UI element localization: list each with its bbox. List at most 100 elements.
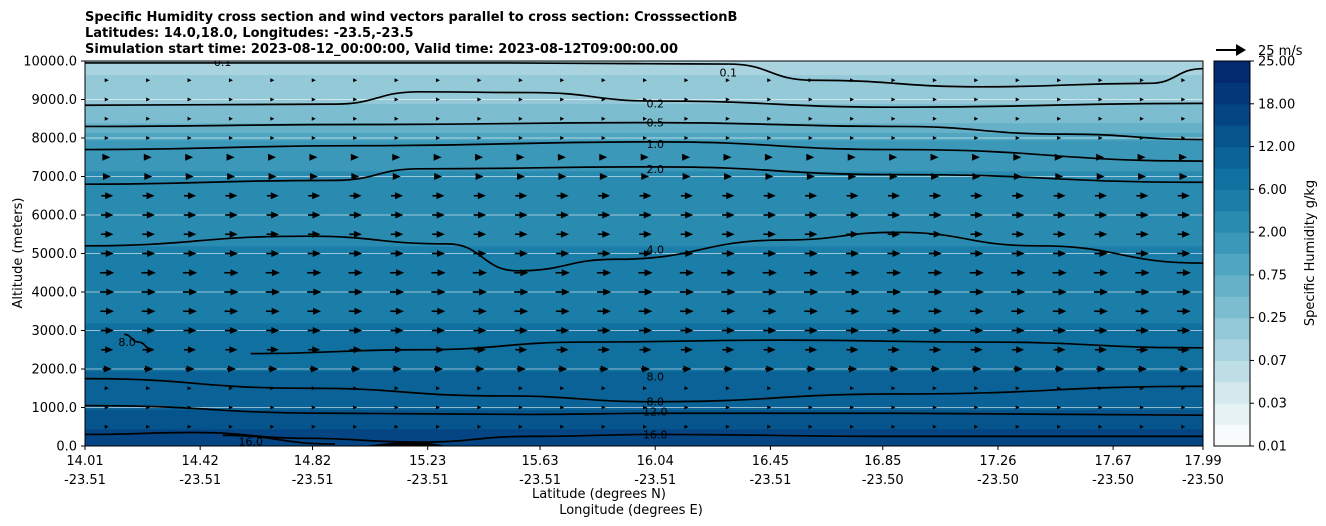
humidity-band (85, 259, 1203, 262)
wind-arrow (106, 288, 115, 296)
humidity-band (85, 201, 1203, 205)
wind-arrow (931, 365, 940, 373)
wind-arrow (643, 78, 647, 83)
wind-arrow (188, 250, 197, 257)
wind-arrow (187, 424, 192, 429)
humidity-band (85, 438, 1203, 441)
wind-arrow (850, 386, 855, 391)
wind-arrow (727, 269, 736, 277)
humidity-band (85, 334, 1203, 337)
wind-arrow (270, 424, 275, 429)
wind-arrow (808, 116, 813, 121)
humidity-band (85, 101, 1203, 104)
wind-arrow (725, 405, 730, 410)
wind-arrow (312, 346, 321, 354)
colorbar-segment (1214, 167, 1250, 190)
x-tick-label-lat: 15.23 (409, 454, 446, 469)
wind-arrow (1139, 386, 1144, 391)
contour-line (85, 431, 1203, 444)
wind-arrow (143, 153, 152, 161)
wind-arrow (436, 230, 445, 238)
wind-arrow (146, 405, 151, 410)
wind-arrow (767, 346, 776, 354)
wind-arrow (311, 386, 316, 391)
humidity-band (85, 134, 1203, 137)
wind-arrow (187, 116, 192, 121)
wind-arrow (934, 269, 943, 277)
wind-arrow (1098, 192, 1107, 200)
wind-arrow (353, 97, 358, 102)
humidity-band (85, 111, 1203, 114)
wind-arrow (271, 307, 280, 315)
humidity-band (85, 299, 1203, 303)
wind-arrow (726, 327, 735, 334)
wind-arrow (1099, 307, 1108, 315)
colorbar-segment (1214, 232, 1250, 254)
humidity-band (85, 359, 1203, 362)
contour-label: 8.0 (646, 396, 664, 409)
humidity-band (85, 203, 1203, 206)
wind-arrow (228, 386, 233, 391)
humidity-band (85, 261, 1203, 264)
humidity-band (85, 209, 1203, 212)
wind-arrow (478, 327, 487, 334)
wind-arrow (354, 288, 363, 296)
humidity-band (85, 363, 1203, 366)
wind-arrow (396, 269, 405, 277)
humidity-band (85, 240, 1203, 243)
wind-arrow (1099, 250, 1108, 257)
wind-arrow (1057, 230, 1066, 238)
wind-arrow (808, 424, 813, 429)
wind-arrow (851, 307, 860, 315)
wind-arrow (105, 230, 114, 238)
wind-arrow (727, 307, 736, 315)
humidity-band (85, 147, 1203, 151)
wind-arrow (187, 405, 192, 410)
colorbar-tick-label: 0.01 (1258, 440, 1287, 455)
wind-arrow (1017, 269, 1026, 277)
wind-arrow (435, 386, 440, 391)
humidity-band (85, 74, 1203, 77)
colorbar-segment (1214, 296, 1250, 319)
wind-arrow (311, 136, 316, 140)
humidity-band (85, 130, 1203, 133)
wind-arrow (105, 250, 114, 257)
wind-arrow (850, 346, 859, 354)
wind-arrow (477, 192, 486, 200)
wind-arrow (933, 211, 942, 219)
wind-arrow (519, 192, 528, 200)
humidity-band (85, 380, 1203, 384)
wind-arrow (644, 307, 653, 315)
wind-arrow (520, 269, 529, 277)
contour-line (85, 90, 1203, 109)
wind-arrow (1057, 424, 1062, 429)
humidity-band (85, 415, 1203, 418)
x-tick-label-lon: -23.51 (519, 473, 561, 488)
wind-arrow (601, 424, 606, 429)
wind-arrow (808, 405, 813, 410)
humidity-band (85, 332, 1203, 335)
wind-arrow (520, 288, 529, 296)
wind-arrow (767, 230, 776, 238)
wind-arrow (228, 136, 233, 140)
wind-arrow (187, 192, 196, 200)
wind-arrow (603, 269, 612, 277)
colorbar-segment (1214, 103, 1250, 126)
humidity-band (85, 89, 1203, 93)
wind-arrow (725, 78, 730, 83)
contour-label: 2.0 (646, 163, 664, 176)
x-axis-label-latitude: Latitude (degrees N) (532, 487, 666, 502)
wind-arrow (147, 327, 156, 334)
wind-arrow (437, 307, 446, 315)
wind-arrow (393, 365, 402, 373)
wind-arrow (768, 327, 777, 334)
humidity-band (85, 374, 1203, 378)
humidity-band (85, 444, 1203, 446)
wind-arrow (187, 386, 192, 391)
colorbar-segment (1214, 381, 1250, 404)
wind-arrow (268, 173, 277, 180)
wind-arrow (643, 192, 652, 200)
contour-line (85, 140, 1203, 162)
wind-arrow (726, 346, 735, 354)
colorbar-tick-label: 0.75 (1258, 268, 1287, 283)
